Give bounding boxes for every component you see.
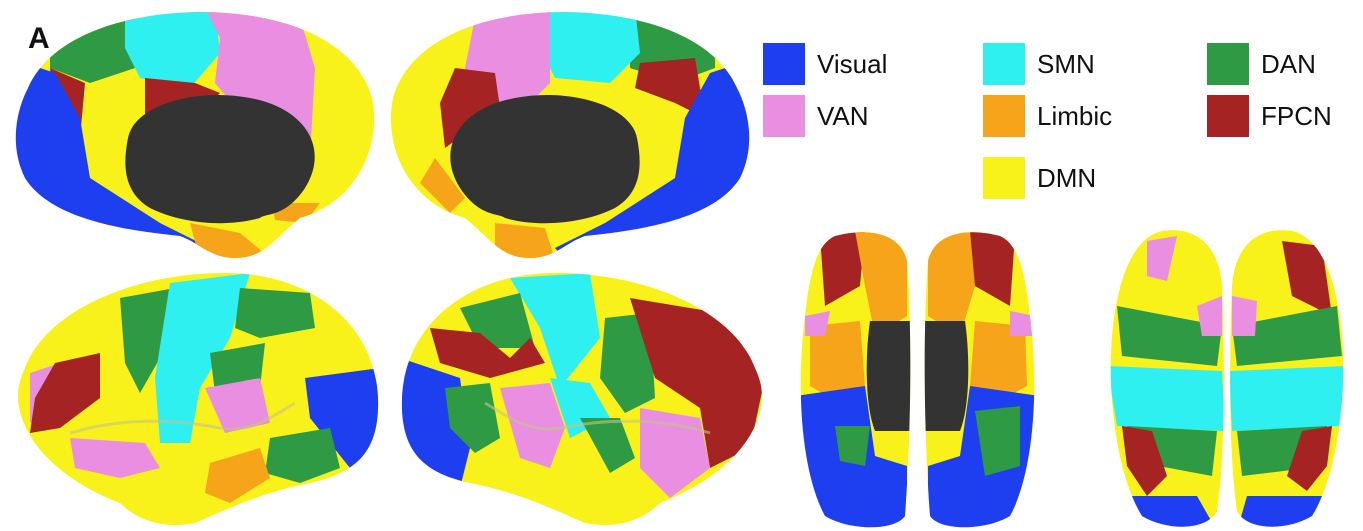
region-fpcn bbox=[1287, 426, 1332, 491]
region-van bbox=[1197, 296, 1222, 336]
region-smn bbox=[1230, 366, 1344, 431]
legend-label-smn: SMN bbox=[1037, 48, 1095, 79]
legend-label-fpcn: FPCN bbox=[1261, 100, 1332, 131]
region-limbic bbox=[970, 321, 1027, 406]
region-fpcn bbox=[630, 298, 762, 468]
legend-item-van: VAN bbox=[763, 94, 869, 138]
legend-swatch-van bbox=[763, 95, 805, 137]
panel-label: A bbox=[28, 22, 50, 55]
region-fpcn bbox=[635, 58, 705, 118]
region-dan bbox=[580, 418, 635, 473]
brain-dorsal-view bbox=[1110, 230, 1344, 527]
region-fpcn bbox=[1282, 241, 1332, 316]
region-dan bbox=[120, 288, 175, 393]
region-dan bbox=[265, 428, 340, 483]
legend-label-visual: Visual bbox=[817, 48, 888, 79]
region-dan bbox=[1232, 306, 1342, 366]
brain-left-medial-view bbox=[15, 12, 375, 258]
region-limbic bbox=[810, 321, 865, 406]
legend-item-smn: SMN bbox=[983, 42, 1095, 86]
region-fpcn bbox=[30, 353, 100, 433]
legend-label-van: VAN bbox=[817, 100, 869, 131]
legend-label-limbic: Limbic bbox=[1037, 100, 1113, 131]
region-van bbox=[640, 408, 710, 498]
legend-item-visual: Visual bbox=[763, 42, 887, 86]
region-fpcn bbox=[970, 232, 1015, 306]
legend-label-dan: DAN bbox=[1261, 48, 1316, 79]
brain-ventral-view bbox=[800, 232, 1035, 528]
region-dan bbox=[50, 12, 135, 83]
sylvian-fissure bbox=[484, 401, 711, 435]
region-smn bbox=[510, 273, 600, 388]
legend-label-dmn: DMN bbox=[1037, 162, 1097, 193]
region-dan bbox=[445, 383, 500, 453]
region-van bbox=[70, 438, 160, 478]
legend-swatch-dan bbox=[1207, 43, 1249, 85]
medial-wall bbox=[866, 321, 911, 431]
region-fpcn bbox=[430, 328, 545, 378]
region-limbic bbox=[420, 158, 465, 213]
region-dan bbox=[600, 313, 655, 413]
region-van bbox=[1147, 236, 1177, 281]
region-limbic bbox=[855, 232, 907, 336]
region-van bbox=[1010, 311, 1035, 336]
legend-item-limbic: Limbic bbox=[983, 94, 1112, 138]
medial-wall bbox=[125, 94, 315, 224]
region-van bbox=[1232, 296, 1257, 336]
region-fpcn bbox=[820, 232, 865, 306]
region-limbic bbox=[205, 448, 270, 503]
legend-item-dan: DAN bbox=[1207, 42, 1316, 86]
legend-swatch-visual bbox=[763, 43, 805, 85]
legend-item-dmn: DMN bbox=[983, 156, 1096, 200]
region-smn bbox=[1110, 366, 1224, 431]
legend-swatch-smn bbox=[983, 43, 1025, 85]
region-limbic bbox=[928, 232, 980, 336]
medial-wall bbox=[450, 94, 640, 224]
legend-swatch-fpcn bbox=[1207, 95, 1249, 137]
brain-right-lateral-view bbox=[401, 273, 762, 526]
legend-swatch-dmn bbox=[983, 157, 1025, 199]
region-fpcn bbox=[1122, 426, 1167, 496]
region-dan bbox=[975, 406, 1020, 476]
sylvian-fissure bbox=[69, 401, 296, 435]
region-van bbox=[805, 311, 830, 336]
region-dan bbox=[1117, 306, 1222, 366]
region-fpcn bbox=[440, 68, 500, 148]
brain-right-medial-view bbox=[390, 12, 750, 258]
region-smn bbox=[540, 12, 640, 83]
brain-left-lateral-view bbox=[18, 273, 379, 526]
region-dan bbox=[235, 288, 315, 338]
region-van bbox=[205, 378, 270, 433]
region-visual bbox=[1237, 496, 1327, 527]
region-smn bbox=[125, 12, 220, 88]
region-limbic bbox=[190, 223, 270, 258]
medial-wall bbox=[924, 321, 969, 431]
legend-item-fpcn: FPCN bbox=[1207, 94, 1332, 138]
region-dan bbox=[835, 426, 870, 466]
region-limbic bbox=[495, 223, 555, 258]
region-visual bbox=[305, 368, 379, 468]
legend-swatch-limbic bbox=[983, 95, 1025, 137]
region-smn bbox=[155, 273, 250, 443]
